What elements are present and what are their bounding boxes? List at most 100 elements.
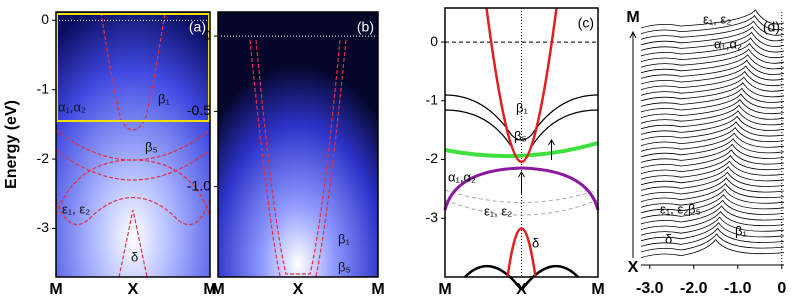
edc-curve <box>640 227 785 247</box>
band-curve <box>55 129 211 161</box>
annotation: ε₁, ε₂ <box>484 203 512 218</box>
annotation: δ <box>131 249 138 264</box>
annotation: β₅ <box>514 128 527 143</box>
frame <box>55 11 211 278</box>
panel-label: (b) <box>357 19 374 35</box>
y-tick-label: 0 <box>203 27 211 43</box>
frame <box>444 7 599 278</box>
annotation: ε₁, ε₂ <box>62 201 90 216</box>
plot-area <box>445 8 598 277</box>
edc-curve <box>640 26 785 46</box>
edc-curve <box>640 210 785 230</box>
edc-curve <box>640 37 785 57</box>
annotation: α₁,α₂ <box>714 36 742 51</box>
band-curve <box>444 199 599 216</box>
edc-curve <box>640 31 785 51</box>
annotation: ε₁, ε₂ <box>660 201 688 216</box>
band-curve <box>55 159 211 216</box>
annotation: ε₁, ε₂ <box>703 11 731 26</box>
annotation: δ <box>665 231 672 246</box>
band-curve <box>444 94 599 141</box>
highlight-box <box>56 13 210 122</box>
band-curve <box>485 7 558 164</box>
x-tick-label: -2.0 <box>680 280 708 297</box>
arrow <box>518 139 555 195</box>
k-arrow <box>629 30 637 258</box>
intensity-map <box>218 12 378 277</box>
y-tick-label: -2 <box>426 150 439 166</box>
edc-curve <box>640 70 785 90</box>
edc-curve <box>640 238 785 258</box>
y-tick-label: -3 <box>37 219 50 235</box>
edc-curve <box>640 132 785 152</box>
annotation: β₁ <box>735 223 747 238</box>
edc-curve <box>640 233 785 253</box>
y-tick-label: -1.0 <box>187 177 211 193</box>
band-curve <box>118 209 148 278</box>
x-category-label: X <box>128 281 139 298</box>
panel: 0 -0.5 -1.0 M X M (b) β₁ β₅ <box>187 11 385 298</box>
band-curve <box>100 11 166 131</box>
y-tick-label: 0 <box>430 33 438 49</box>
band-curve <box>444 141 599 159</box>
band-curve <box>255 39 341 275</box>
band-curve <box>464 264 579 291</box>
edc-curve <box>640 205 785 225</box>
edc-curve <box>640 104 785 124</box>
x-category-label: M <box>49 281 62 298</box>
x-category-label: X <box>516 281 527 298</box>
edc-curve <box>640 87 785 107</box>
edc-curve <box>640 138 785 158</box>
panel-label: (c) <box>578 15 594 31</box>
annotation: β₁ <box>338 231 350 246</box>
y-category-label: X <box>628 259 639 276</box>
edc-curve <box>640 188 785 208</box>
edc-curve <box>640 93 785 113</box>
edc-curve <box>640 222 785 242</box>
y-category-label: M <box>626 9 639 26</box>
panel-label: (a) <box>189 19 206 35</box>
y-tick-label: 0 <box>41 11 49 27</box>
y-axis-label: Energy (eV) <box>3 100 20 189</box>
annotation: β₁ <box>158 91 170 106</box>
x-tick-label: -3.0 <box>636 280 664 297</box>
frame <box>217 11 379 278</box>
band-curve <box>55 196 211 226</box>
edc-curve <box>640 149 785 169</box>
band-curve <box>249 39 347 277</box>
edc-curve <box>640 65 785 85</box>
edc-curve <box>640 160 785 180</box>
edc-curve <box>640 76 785 96</box>
annotation: β₁ <box>516 100 528 115</box>
annotation: α₁,α₂ <box>58 99 86 114</box>
edc-curve <box>640 154 785 174</box>
edc-curve <box>640 126 785 146</box>
x-category-label: M <box>203 281 216 298</box>
edc-curve <box>640 14 785 34</box>
annotation: β₅ <box>338 259 351 274</box>
edc-curve <box>640 48 785 68</box>
x-tick-label: 0 <box>777 280 786 297</box>
edc-curve <box>640 199 785 219</box>
x-category-label: X <box>293 281 304 298</box>
edc-curve <box>640 182 785 202</box>
edc-curve <box>640 20 785 40</box>
x-category-label: M <box>591 281 604 298</box>
annotation: β₅ <box>145 139 158 154</box>
y-tick-label: -3 <box>426 209 439 225</box>
edc-curve <box>640 216 785 236</box>
x-tick-label: -1.0 <box>724 280 752 297</box>
edc-curve <box>640 98 785 118</box>
edc-curve <box>640 110 785 130</box>
x-category-label: M <box>438 281 451 298</box>
band-curve <box>444 109 599 151</box>
panel: 0 -1 -2 -3 M X M Energy (eV) (a) β₁ α₁,α₂ β₅ ε₁, ε₂ δ <box>3 11 216 298</box>
edc-curve <box>640 166 785 186</box>
y-tick-label: -1 <box>426 92 439 108</box>
intensity-map <box>56 12 210 277</box>
edc-curve <box>640 171 785 191</box>
annotation: δ <box>532 235 539 250</box>
annotation: α₁,α₂ <box>448 169 476 184</box>
